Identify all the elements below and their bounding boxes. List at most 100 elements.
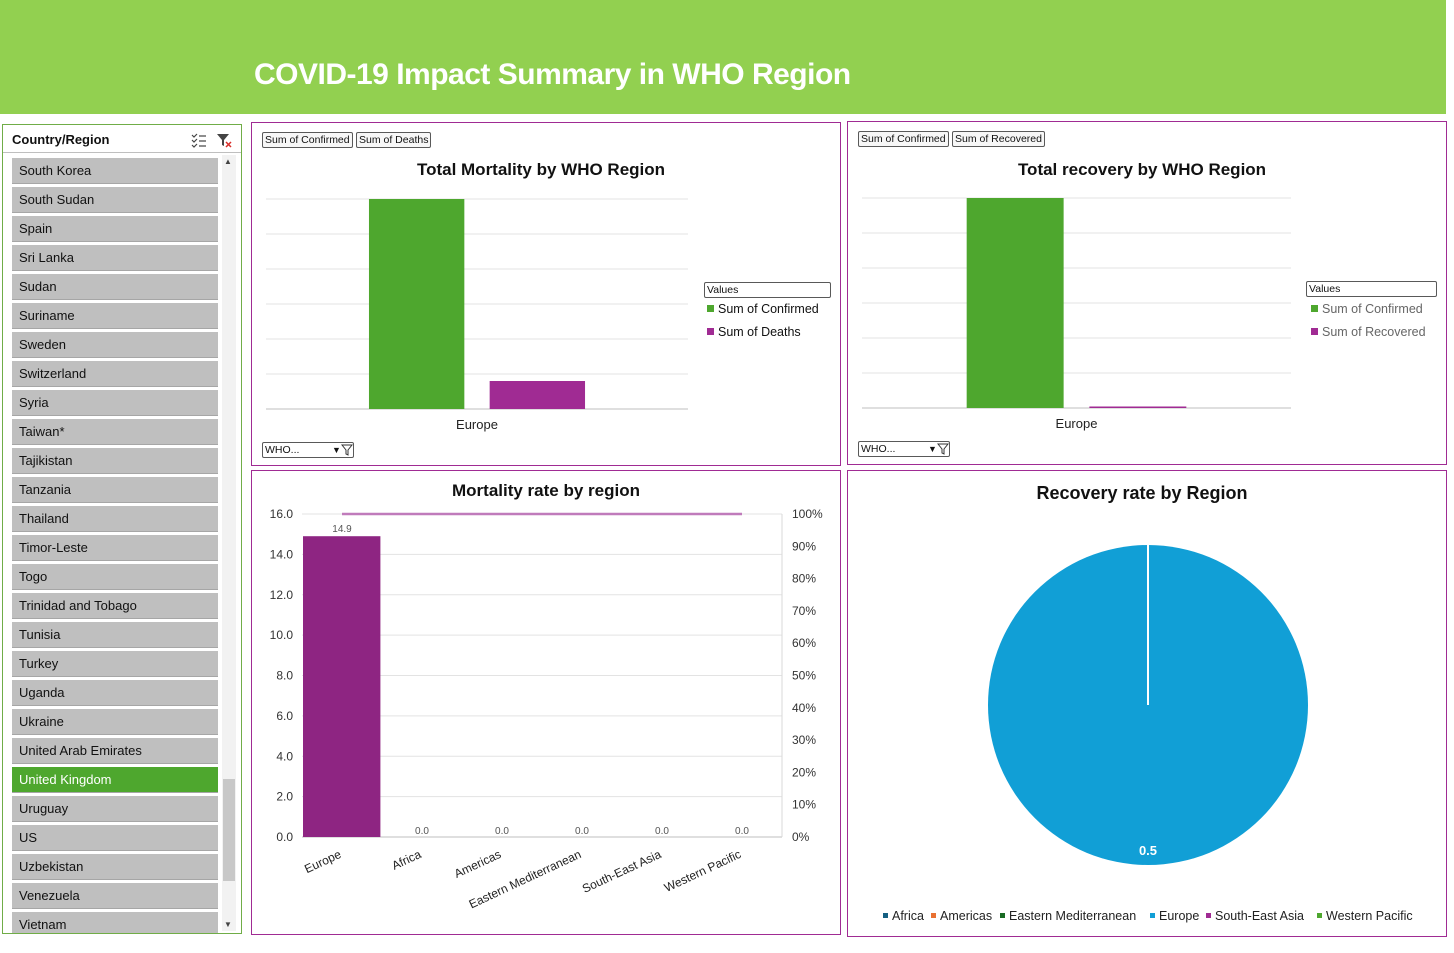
slicer-item[interactable]: United Kingdom [12, 767, 218, 793]
slicer-item[interactable]: Sudan [12, 274, 218, 300]
bar-sum-of-recovered [1089, 406, 1187, 408]
y-tick-label: 4.0 [276, 749, 293, 763]
country-region-slicer: Country/Region South Korea South Sudan Spa… [2, 124, 242, 934]
slicer-item[interactable]: US [12, 825, 218, 851]
y2-tick-label: 10% [792, 798, 816, 812]
chevron-down-icon: ▼ [928, 444, 937, 454]
slicer-scrollbar[interactable]: ▲ ▼ [222, 155, 236, 931]
y2-tick-label: 0% [792, 830, 810, 844]
scroll-up-icon[interactable]: ▲ [224, 157, 232, 166]
slicer-item[interactable]: Spain [12, 216, 218, 242]
clear-filter-icon[interactable] [215, 131, 233, 149]
data-label: 0.0 [415, 826, 429, 837]
legend-item-recovered: Sum of Recovered [1311, 325, 1426, 339]
slicer-item[interactable]: Venezuela [12, 883, 218, 909]
y2-tick-label: 40% [792, 701, 816, 715]
x-axis-label: Europe [1056, 416, 1098, 431]
chevron-down-icon: ▼ [332, 445, 341, 455]
legend-label: Americas [940, 909, 992, 923]
field-button-deaths[interactable]: Sum of Deaths [356, 132, 432, 148]
slicer-item-list: South Korea South Sudan Spain Sri Lanka Suda… [12, 158, 218, 933]
legend-label: Africa [892, 909, 924, 923]
slicer-item[interactable]: United Arab Emirates [12, 738, 218, 764]
data-label: 14.9 [332, 524, 352, 535]
y-tick-label: 14.0 [270, 547, 294, 561]
filter-icon [937, 443, 949, 455]
legend-label: Sum of Confirmed [1322, 302, 1423, 316]
legend-swatch [707, 305, 714, 312]
slicer-item[interactable]: Uganda [12, 680, 218, 706]
data-label: 0.0 [575, 826, 589, 837]
legend-label: Western Pacific [1326, 909, 1413, 923]
data-label: 0.0 [495, 826, 509, 837]
y-tick-label: 10.0 [270, 628, 294, 642]
slicer-item[interactable]: South Korea [12, 158, 218, 184]
slicer-item[interactable]: Tanzania [12, 477, 218, 503]
y-tick-label: 0.0 [276, 830, 293, 844]
legend-title: Values [1306, 281, 1437, 297]
data-label: 0.5 [1139, 843, 1157, 858]
field-button-confirmed[interactable]: Sum of Confirmed [262, 132, 353, 148]
recovery-pie-chart: 0.5 Africa Americas Eastern Mediterranean Eu… [883, 545, 1413, 923]
y2-tick-label: 70% [792, 604, 816, 618]
slicer-item[interactable]: Switzerland [12, 361, 218, 387]
who-region-filter[interactable]: WHO... ▼ [262, 442, 354, 458]
y-tick-label: 16.0 [270, 507, 294, 521]
bar [303, 536, 381, 837]
bar-sum-of-deaths [489, 381, 586, 409]
chart-title: Total recovery by WHO Region [1017, 160, 1267, 179]
chart-title: Recovery rate by Region [1036, 483, 1248, 503]
slicer-item[interactable]: Syria [12, 390, 218, 416]
slicer-item[interactable]: Sri Lanka [12, 245, 218, 271]
legend-label: Europe [1159, 909, 1199, 923]
legend-swatch [1206, 913, 1211, 918]
slicer-item[interactable]: South Sudan [12, 187, 218, 213]
legend-label: Sum of Deaths [718, 325, 801, 339]
y-tick-label: 6.0 [276, 709, 293, 723]
legend-swatch [931, 913, 936, 918]
slicer-item[interactable]: Tajikistan [12, 448, 218, 474]
slicer-item[interactable]: Tunisia [12, 622, 218, 648]
legend-item-deaths: Sum of Deaths [707, 325, 801, 339]
slicer-header: Country/Region [3, 125, 241, 153]
field-button-recovered[interactable]: Sum of Recovered [952, 131, 1045, 147]
legend-item-confirmed: Sum of Confirmed [707, 302, 819, 316]
legend-swatch [707, 328, 714, 335]
who-region-filter[interactable]: WHO... ▼ [858, 441, 950, 457]
multi-select-icon[interactable] [190, 131, 208, 149]
slicer-item[interactable]: Togo [12, 564, 218, 590]
slicer-item[interactable]: Ukraine [12, 709, 218, 735]
slicer-item[interactable]: Uzbekistan [12, 854, 218, 880]
filter-label: WHO... [265, 444, 300, 456]
slicer-item[interactable]: Taiwan* [12, 419, 218, 445]
scroll-thumb[interactable] [223, 779, 235, 881]
y2-tick-label: 90% [792, 539, 816, 553]
legend-swatch [1311, 328, 1318, 335]
legend-label: South-East Asia [1215, 909, 1304, 923]
y2-tick-label: 20% [792, 765, 816, 779]
scroll-down-icon[interactable]: ▼ [224, 920, 232, 929]
slicer-item[interactable]: Turkey [12, 651, 218, 677]
legend-title: Values [704, 282, 831, 298]
slicer-item[interactable]: Thailand [12, 506, 218, 532]
slicer-item[interactable]: Timor-Leste [12, 535, 218, 561]
x-tick-label: Europe [302, 847, 343, 876]
mortality-chart-panel: Sum of Confirmed Sum of Deaths Total Mor… [251, 122, 841, 466]
bar-sum-of-confirmed [368, 199, 465, 409]
x-axis-label: Europe [456, 417, 498, 432]
slicer-item[interactable]: Sweden [12, 332, 218, 358]
bar-sum-of-confirmed [966, 198, 1064, 408]
header-banner: COVID-19 Impact Summary in WHO Region [0, 0, 1446, 114]
data-label: 0.0 [735, 826, 749, 837]
slicer-item[interactable]: Uruguay [12, 796, 218, 822]
legend-swatch [1000, 913, 1005, 918]
slicer-item[interactable]: Suriname [12, 303, 218, 329]
y2-tick-label: 30% [792, 733, 816, 747]
field-button-confirmed[interactable]: Sum of Confirmed [858, 131, 949, 147]
slicer-title: Country/Region [12, 132, 110, 147]
recovery-rate-panel: Recovery rate by Region 0.5 Africa America… [847, 470, 1447, 937]
slicer-item[interactable]: Trinidad and Tobago [12, 593, 218, 619]
filter-icon [341, 444, 353, 456]
slicer-item[interactable]: Vietnam [12, 912, 218, 933]
y2-tick-label: 50% [792, 669, 816, 683]
